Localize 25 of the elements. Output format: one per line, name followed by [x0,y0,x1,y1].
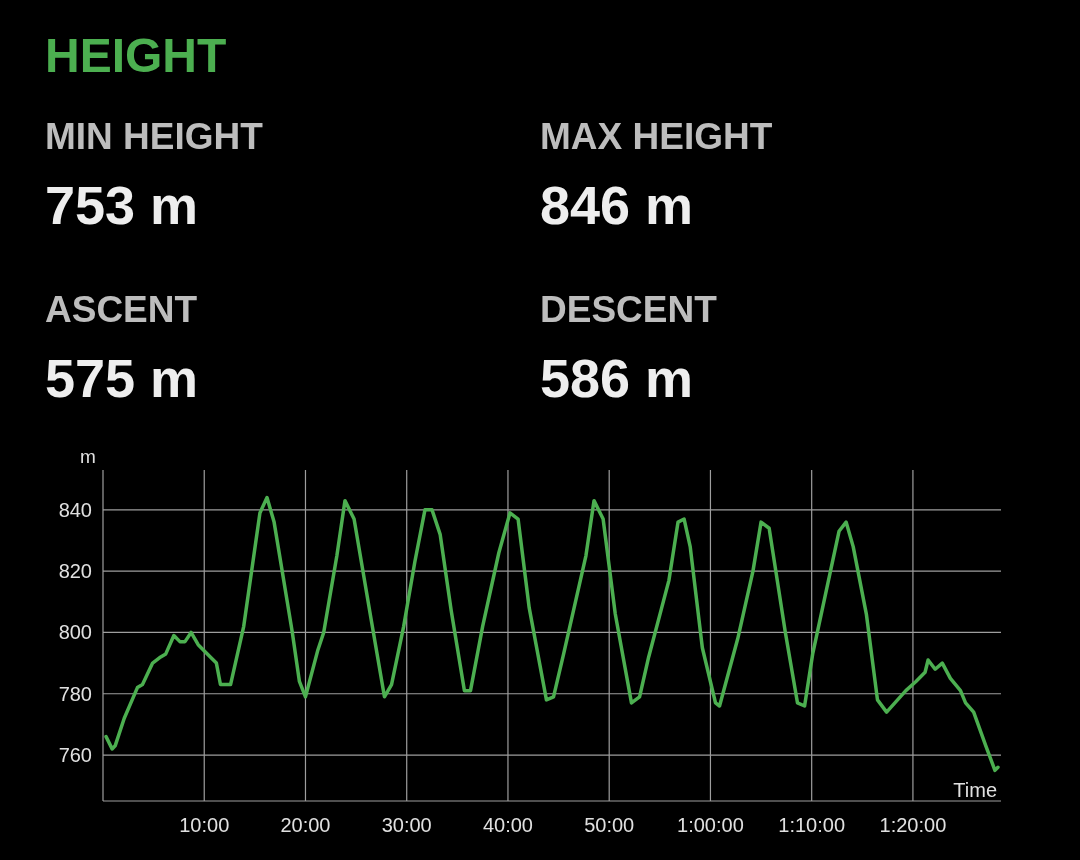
text: MIN HEIGHT [45,116,264,157]
x-tick-label: 30:00 [381,814,432,836]
text: 575 m [45,348,199,408]
chart-title: HEIGHT [45,29,227,82]
x-tick-label: 10:00 [179,814,230,836]
y-tick-label: 780 [58,682,92,705]
y-tick-label: 800 [58,621,92,644]
line-series [104,495,1000,773]
x-tick-label: 1:10:00 [778,814,846,836]
x-tick-label: 1:00:00 [677,814,744,836]
text: 586 m [540,348,694,408]
x-axis-title: Time [953,779,997,801]
text: 846 m [540,175,694,235]
x-tick-label: 1:20:00 [879,814,947,836]
text: MAX HEIGHT [540,116,773,157]
text: DESCENT [540,289,718,330]
y-axis-title: m [80,446,96,467]
x-tick-label: 40:00 [482,814,533,836]
y-tick-label: 760 [58,744,92,767]
text: 753 m [45,175,199,235]
y-tick-label: 840 [58,498,92,521]
x-tick-label: 20:00 [280,814,331,836]
text: ASCENT [45,289,198,330]
y-tick-label: 820 [58,560,92,583]
x-tick-label: 50:00 [584,814,635,836]
